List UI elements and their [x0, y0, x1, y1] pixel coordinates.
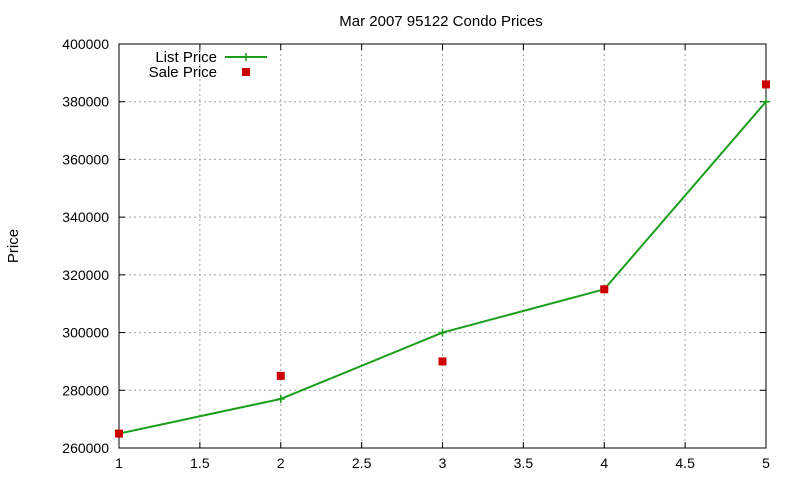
list-price-point — [762, 97, 770, 106]
sale-price-point — [762, 80, 770, 89]
grid-lines — [119, 44, 766, 448]
x-tick-label: 1.5 — [190, 455, 210, 471]
legend-label-list-price: List Price — [155, 49, 217, 66]
list-price-point — [276, 394, 285, 403]
y-tick-label: 320000 — [62, 267, 109, 283]
sale-price-point — [438, 357, 447, 366]
x-tick-label: 3.5 — [514, 455, 534, 471]
legend-marker-sale-price — [242, 68, 250, 76]
x-tick-label: 4 — [600, 455, 608, 471]
x-tick-label: 2.5 — [352, 455, 372, 471]
x-tick-label: 5 — [762, 455, 770, 471]
x-tick-label: 1 — [115, 455, 123, 471]
legend-marker-list-price — [242, 53, 250, 61]
sale-price-point — [276, 371, 285, 380]
list-price-line — [118, 101, 767, 435]
sale-price-point — [115, 429, 123, 438]
y-tick-label: 360000 — [62, 151, 109, 167]
legend-label-sale-price: Sale Price — [149, 64, 217, 81]
y-tick-label: 400000 — [62, 36, 109, 52]
sale-price-point — [600, 285, 609, 294]
y-tick-label: 340000 — [62, 209, 109, 225]
y-tick-label: 260000 — [62, 440, 109, 456]
y-tick-label: 300000 — [62, 325, 109, 341]
x-tick-label: 4.5 — [675, 455, 695, 471]
list-price-point — [438, 328, 447, 337]
axes: 1 1.5 2 2.5 3 3.5 4 4.5 5 260000 280000 300000 32000… — [62, 36, 770, 471]
series-layer — [115, 80, 770, 438]
x-tick-label: 3 — [439, 455, 447, 471]
y-tick-label: 280000 — [62, 382, 109, 398]
y-tick-label: 380000 — [62, 94, 109, 110]
y-axis-label: Price — [5, 229, 22, 263]
x-tick-label: 2 — [277, 455, 285, 471]
chart-title: Mar 2007 95122 Condo Prices — [339, 13, 542, 30]
